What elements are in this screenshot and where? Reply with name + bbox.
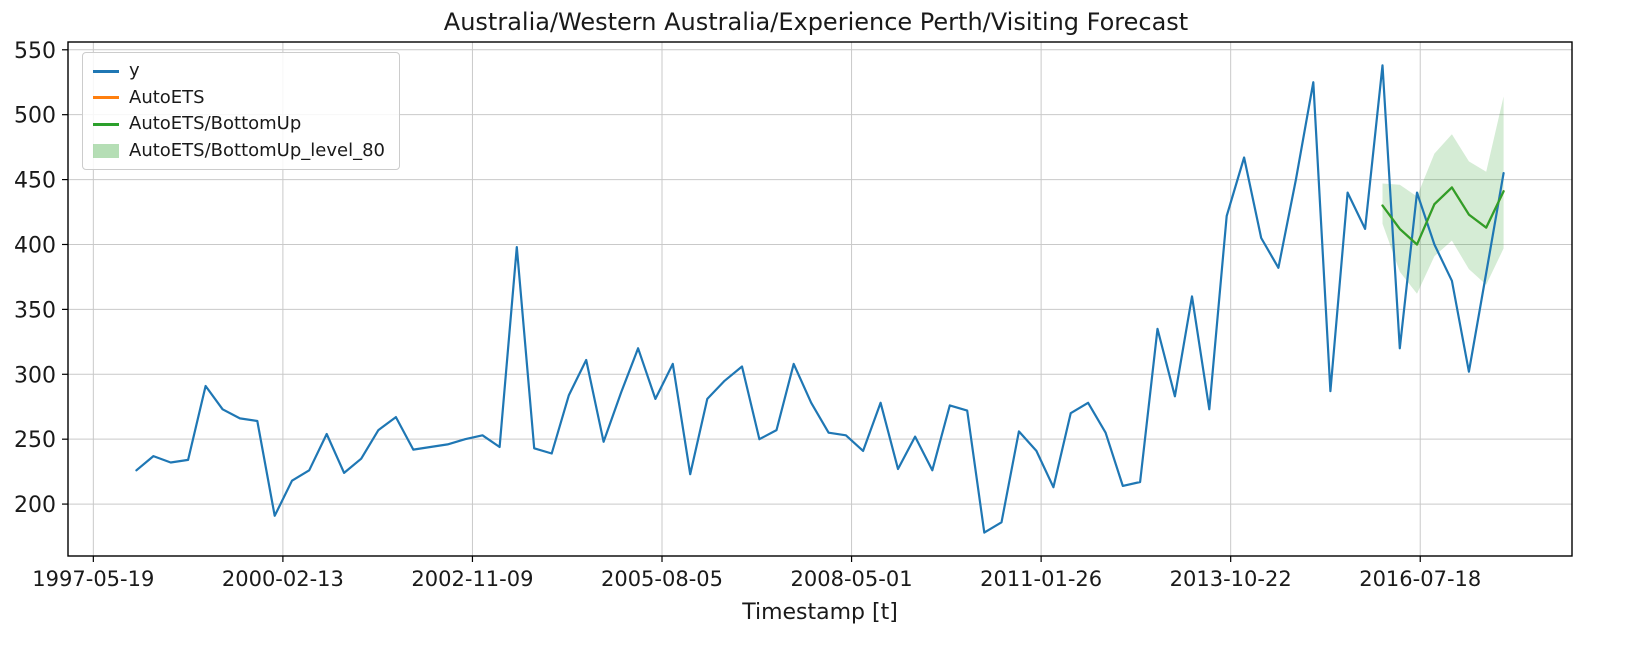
legend-line-swatch: [93, 122, 119, 126]
x-tick-label: 1997-05-19: [32, 567, 154, 591]
legend: y AutoETS AutoETS/BottomUp AutoETS/BottomUp…: [82, 52, 400, 170]
x-axis-label: Timestamp [t]: [742, 600, 898, 625]
x-tick-label: 2002-11-09: [411, 567, 533, 591]
y-tick-label: 300: [14, 363, 56, 388]
y-tick-label: 550: [14, 39, 56, 64]
legend-item: AutoETS/BottomUp: [93, 113, 385, 136]
legend-item: AutoETS/BottomUp_level_80: [93, 140, 385, 163]
x-tick-label: 2005-08-05: [601, 567, 723, 591]
x-tick-label: 2000-02-13: [222, 567, 344, 591]
y-tick-label: 500: [14, 104, 56, 129]
y-tick-label: 200: [14, 493, 56, 518]
y-tick-label: 250: [14, 428, 56, 453]
legend-patch-swatch: [93, 143, 119, 158]
legend-item: y: [93, 60, 385, 83]
legend-item-label: AutoETS/BottomUp: [129, 113, 302, 134]
series-line-y: [135, 64, 1505, 534]
x-tick-label: 2016-07-18: [1359, 567, 1481, 591]
chart-title: Australia/Western Australia/Experience P…: [443, 8, 1189, 36]
legend-item-label: AutoETS: [129, 86, 205, 108]
y-tick-label: 350: [14, 298, 56, 323]
x-tick-label: 2008-05-01: [791, 567, 913, 591]
legend-item: AutoETS: [93, 87, 385, 110]
y-tick-label: 450: [14, 169, 56, 194]
series-line-autoets-bottomup: [1381, 186, 1505, 246]
legend-item-label: AutoETS/BottomUp_level_80: [129, 139, 385, 161]
legend-line-swatch: [93, 69, 119, 73]
x-tick-label: 2011-01-26: [980, 567, 1102, 591]
legend-line-swatch: [93, 96, 119, 100]
x-tick-label: 2013-10-22: [1170, 567, 1292, 591]
y-tick-label: 400: [14, 233, 56, 258]
axes-box: [67, 41, 1573, 557]
legend-item-label: y: [129, 60, 140, 81]
